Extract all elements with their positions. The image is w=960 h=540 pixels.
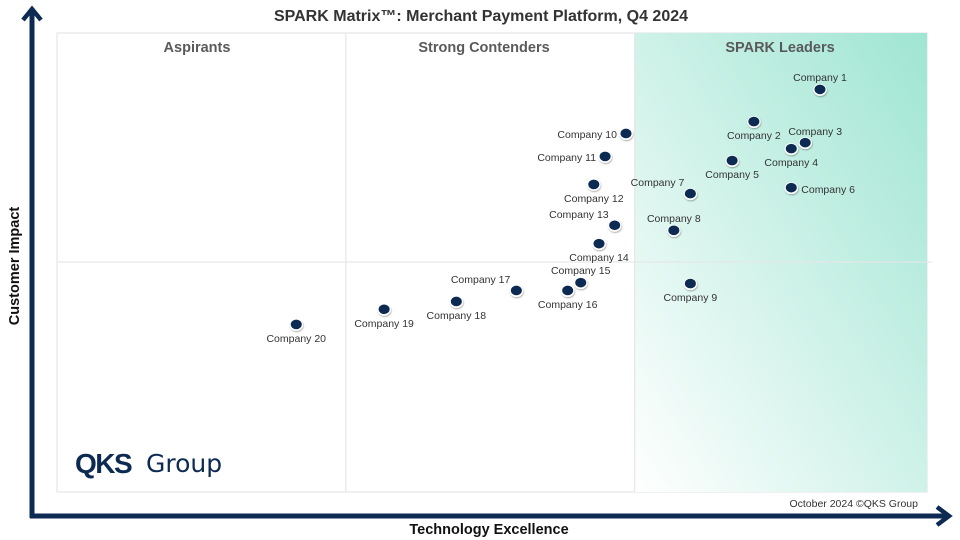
quadrant-label-spark-leaders: SPARK Leaders — [725, 40, 834, 56]
point-marker — [620, 128, 632, 139]
point-label: Company 11 — [537, 152, 596, 164]
data-point-12: Company 12 — [564, 178, 624, 205]
qks-group-logo: QKS Group — [75, 448, 222, 479]
data-point-10: Company 10 — [557, 127, 633, 141]
point-label: Company 3 — [788, 126, 842, 138]
x-axis-arrow-icon — [935, 505, 953, 527]
quadrant-label-aspirants: Aspirants — [164, 40, 231, 56]
data-point-8: Company 8 — [647, 213, 701, 237]
data-point-1: Company 1 — [793, 72, 847, 96]
data-point-4: Company 4 — [764, 143, 818, 169]
data-point-7: Company 7 — [631, 177, 698, 201]
x-axis-label: Technology Excellence — [409, 522, 568, 538]
quadrant-dividers — [57, 33, 932, 492]
point-marker — [684, 188, 696, 199]
data-point-2: Company 2 — [727, 116, 781, 142]
y-axis-label: Customer Impact — [7, 207, 23, 326]
point-marker — [684, 278, 696, 289]
point-marker — [785, 143, 797, 154]
point-label: Company 20 — [266, 333, 326, 345]
point-marker — [609, 220, 621, 231]
point-marker — [575, 277, 587, 288]
point-label: Company 18 — [427, 310, 487, 322]
point-marker — [593, 238, 605, 249]
point-marker — [599, 151, 611, 162]
point-label: Company 6 — [801, 184, 855, 196]
data-point-18: Company 18 — [427, 295, 487, 322]
data-point-3: Company 3 — [788, 126, 842, 150]
point-label: Company 12 — [564, 193, 624, 205]
data-point-6: Company 6 — [784, 182, 855, 196]
data-point-5: Company 5 — [705, 155, 759, 181]
data-point-16: Company 16 — [538, 284, 598, 311]
point-marker — [748, 116, 760, 127]
point-label: Company 10 — [557, 129, 617, 141]
axes — [21, 5, 953, 527]
logo-group-text: Group — [146, 449, 222, 478]
logo-qks-text: QKS — [75, 448, 132, 479]
data-point-14: Company 14 — [569, 238, 629, 264]
quadrant-label-strong-contenders: Strong Contenders — [418, 40, 549, 56]
footer-copyright: October 2024 ©QKS Group — [789, 498, 918, 510]
point-marker — [510, 285, 522, 296]
point-label: Company 13 — [549, 209, 609, 221]
point-label: Company 8 — [647, 213, 701, 225]
point-marker — [785, 182, 797, 193]
data-point-17: Company 17 — [451, 274, 524, 297]
point-label: Company 15 — [551, 265, 611, 277]
point-label: Company 17 — [451, 274, 511, 286]
point-marker — [450, 296, 462, 307]
point-marker — [814, 84, 826, 95]
data-point-11: Company 11 — [537, 150, 612, 164]
point-marker — [588, 179, 600, 190]
point-label: Company 19 — [354, 318, 414, 330]
point-label: Company 16 — [538, 299, 598, 311]
data-point-15: Company 15 — [551, 265, 611, 290]
point-label: Company 14 — [569, 252, 629, 264]
point-label: Company 2 — [727, 130, 781, 142]
data-points: Company 1 Company 2 Company 3 Company 4 Comp… — [266, 72, 855, 345]
data-point-19: Company 19 — [354, 303, 414, 330]
chart-title: SPARK Matrix™: Merchant Payment Platform… — [274, 8, 688, 25]
point-label: Company 7 — [631, 177, 685, 189]
point-label: Company 1 — [793, 72, 847, 84]
point-marker — [799, 137, 811, 148]
y-axis-arrow-icon — [21, 5, 43, 22]
point-marker — [726, 155, 738, 166]
point-marker — [290, 319, 302, 330]
point-label: Company 5 — [705, 169, 759, 181]
point-label: Company 9 — [664, 292, 718, 304]
point-label: Company 4 — [764, 157, 818, 169]
point-marker — [668, 225, 680, 236]
point-marker — [378, 304, 390, 315]
point-marker — [562, 285, 574, 296]
data-point-20: Company 20 — [266, 318, 326, 345]
data-point-13: Company 13 — [549, 209, 622, 232]
data-point-9: Company 9 — [664, 278, 718, 304]
